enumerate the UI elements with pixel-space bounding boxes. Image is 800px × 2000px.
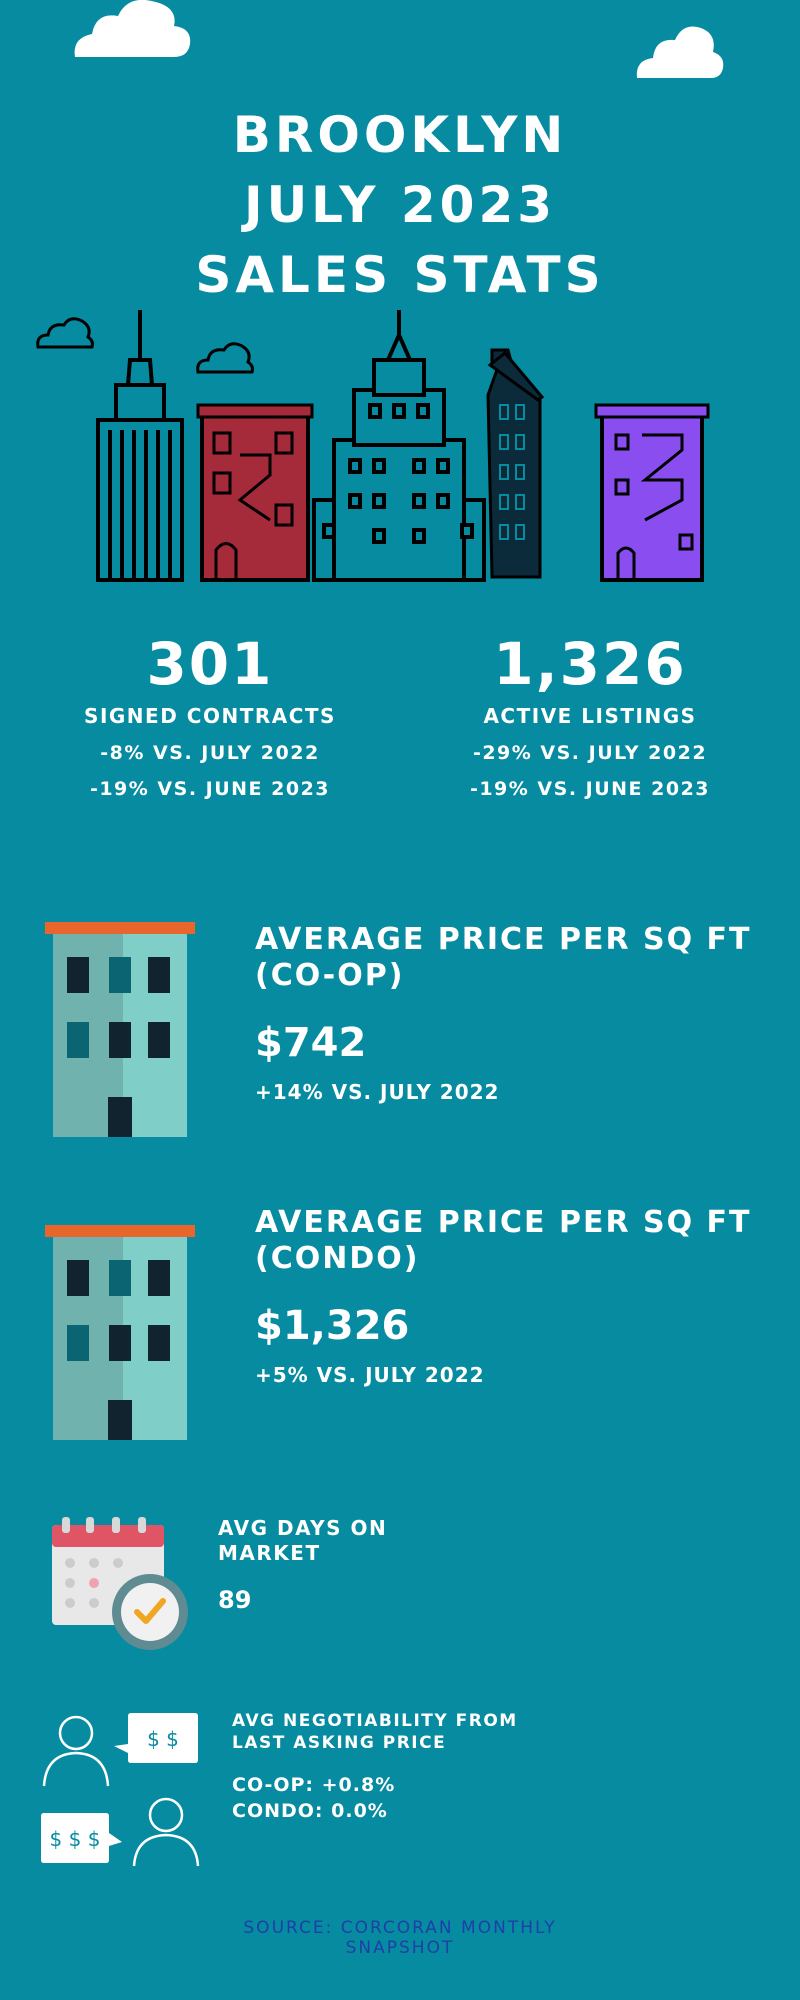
red-brick-building-icon [196, 403, 314, 582]
coop-heading: AVERAGE PRICE PER SQ FT (CO-OP) [255, 922, 752, 993]
negotiability-condo: CONDO: 0.0% [232, 1800, 388, 1822]
money-bubble-text: $ $ [147, 1727, 179, 1751]
title-line-2: JULY 2023 [243, 176, 557, 234]
condo-heading: AVERAGE PRICE PER SQ FT (CONDO) [255, 1205, 752, 1276]
days-on-market-section: AVG DAYS ON MARKET 89 [218, 1516, 418, 1614]
coop-price-value: $742 [255, 1020, 367, 1066]
source-text: SOURCE: CORCORAN MONTHLY SNAPSHOT [243, 1918, 557, 1958]
days-on-market-heading: AVG DAYS ON MARKET [218, 1516, 388, 1565]
signed-contracts-value: 301 [146, 630, 274, 698]
active-listings-change-mom: -19% VS. JUNE 2023 [469, 778, 711, 800]
source-citation: SOURCE: CORCORAN MONTHLY SNAPSHOT [0, 1918, 800, 1958]
signed-contracts-change-mom: -19% VS. JUNE 2023 [89, 778, 331, 800]
days-on-market-value: 89 [218, 1586, 252, 1614]
apartment-building-icon [45, 1225, 195, 1440]
empire-state-building-icon [96, 310, 184, 582]
coop-price-change: +14% VS. JULY 2022 [255, 1080, 500, 1104]
negotiability-coop: CO-OP: +0.8% [232, 1774, 396, 1796]
calendar-clock-icon [52, 1517, 188, 1650]
signed-contracts-change-yoy: -8% VS. JULY 2022 [100, 742, 320, 764]
condo-price-value: $1,326 [255, 1303, 410, 1349]
active-listings-label: ACTIVE LISTINGS [483, 704, 697, 728]
cloud-icon [74, 0, 191, 57]
cloud-outline-icon [196, 342, 254, 374]
flatiron-building-icon [486, 348, 545, 579]
active-listings-stat: 1,326 ACTIVE LISTINGS -29% VS. JULY 2022… [420, 630, 760, 800]
negotiation-icon: $ $ $ $ $ [41, 1713, 200, 1867]
skyline-illustration [36, 310, 710, 582]
condo-price-section: AVERAGE PRICE PER SQ FT (CONDO) $1,326 +… [255, 1205, 755, 1387]
purple-building-icon [594, 403, 710, 582]
title-line-3: SALES STATS [195, 246, 605, 304]
apartment-building-icon [45, 922, 195, 1137]
cloud-outline-icon [36, 317, 94, 349]
condo-price-change: +5% VS. JULY 2022 [255, 1363, 485, 1387]
cloud-icon [636, 26, 724, 78]
coop-price-section: AVERAGE PRICE PER SQ FT (CO-OP) $742 +14… [255, 922, 755, 1104]
negotiability-heading: AVG NEGOTIABILITY FROM LAST ASKING PRICE [232, 1711, 518, 1753]
money-bubble-text: $ $ $ [50, 1827, 101, 1851]
negotiability-section: AVG NEGOTIABILITY FROM LAST ASKING PRICE… [232, 1710, 532, 1824]
skyscraper-icon [312, 310, 486, 582]
page-title: BROOKLYN JULY 2023 SALES STATS [0, 100, 800, 310]
active-listings-change-yoy: -29% VS. JULY 2022 [472, 742, 708, 764]
title-line-1: BROOKLYN [232, 106, 568, 164]
signed-contracts-stat: 301 SIGNED CONTRACTS -8% VS. JULY 2022 -… [40, 630, 380, 800]
signed-contracts-label: SIGNED CONTRACTS [84, 704, 336, 728]
active-listings-value: 1,326 [493, 630, 687, 698]
